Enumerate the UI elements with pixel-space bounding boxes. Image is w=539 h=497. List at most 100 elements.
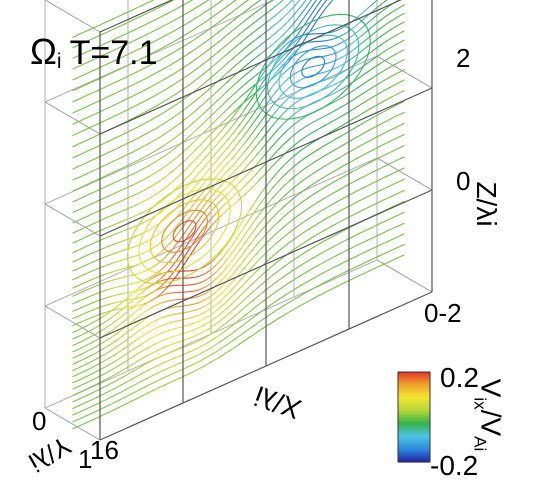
streamline-segment [326,76,333,81]
streamline-segment [304,153,311,159]
streamline-segment [182,136,190,143]
streamline-segment [72,355,79,359]
streamline-segment [221,43,228,50]
streamline-segment [99,385,106,390]
streamline-segment [88,113,95,118]
streamline-segment [94,343,101,348]
streamline-segment [116,45,123,50]
streamline-segment [243,328,250,334]
streamline-segment [221,53,228,59]
streamline-segment [393,158,400,163]
streamline-segment [260,205,267,214]
vortex-loop [161,209,208,253]
streamline-segment [171,81,178,87]
streamline-segment [171,242,179,250]
streamline-segment [337,124,344,129]
streamline-segment [72,419,79,423]
streamline-segment [310,130,317,135]
streamline-segment [155,251,162,257]
streamline-segment [182,257,190,267]
streamline-segment [105,343,112,348]
streamline-segment [149,161,156,166]
streamline-segment [205,361,212,366]
streamline-segment [182,21,189,27]
streamline-segment [304,279,311,284]
streamline-segment [254,212,262,221]
streamline-segment [111,278,117,282]
streamline-segment [138,3,145,8]
streamline-segment [199,111,206,118]
streamline-segment [155,58,162,63]
streamline-segment [121,345,129,351]
streamline-segment [238,75,245,82]
streamline-segment [193,218,201,228]
streamline-segment [77,423,84,428]
streamline-segment [204,159,212,167]
streamline-segment [293,89,300,95]
streamline-segment [204,174,212,182]
streamline-segment [304,217,311,222]
streamline-segment [166,343,173,347]
streamline-segment [332,211,339,216]
streamline-segment [88,359,95,364]
streamline-segment [204,166,212,175]
colorbar-band [398,374,430,378]
streamline-segment [260,162,267,170]
streamline-segment [337,230,344,234]
streamline-segment [199,1,206,6]
streamline-segment [243,110,251,120]
colorbar-band [398,455,430,459]
streamline-segment [127,256,134,259]
streamline-segment [393,170,400,174]
streamline-segment [254,35,261,41]
streamline-segment [238,307,245,314]
streamline-segment [265,126,273,134]
streamline-segment [376,52,383,58]
streamline-segment [138,200,145,205]
streamline-segment [210,4,217,9]
streamline-segment [94,388,101,393]
streamline-segment [221,314,228,320]
streamline-segment [83,414,90,418]
streamline-segment [243,62,250,68]
streamline-segment [199,188,206,197]
streamline-segment [105,369,112,374]
streamline-segment [122,208,129,212]
streamline-segment [205,333,212,338]
streamline-segment [221,123,228,131]
streamline-segment [232,62,239,69]
streamline-segment [177,226,184,235]
streamline-segment [227,111,234,119]
streamline-segment [94,77,101,82]
streamline-segment [343,84,350,89]
streamline-segment [138,145,145,150]
streamline-segment [326,150,333,155]
streamline-segment [183,324,189,328]
streamline-segment [99,186,106,190]
streamline-segment [282,181,289,188]
streamline-segment [149,51,156,55]
streamline-segment [116,369,123,375]
streamline-segment [227,149,234,157]
streamline-segment [182,351,189,356]
streamline-segment [227,287,234,295]
streamline-segment [72,329,79,334]
streamline-segment [232,336,239,341]
streamline-segment [105,194,112,198]
streamline-segment [232,281,239,289]
streamline-segment [133,181,140,186]
streamline-segment [321,114,328,119]
streamline-segment [160,23,167,28]
streamline-segment [304,185,311,191]
streamline-segment [204,203,212,212]
z-tick-2: 2 [456,43,471,73]
front-hgrid-line [99,189,433,339]
streamline-segment [177,25,184,30]
streamline-segment [72,155,79,159]
streamline-segment [88,327,95,332]
streamline-segment [138,356,145,361]
streamline-segment [221,72,228,79]
streamline-segment [287,73,295,79]
streamline-segment [254,320,261,326]
streamline-segment [127,320,134,326]
